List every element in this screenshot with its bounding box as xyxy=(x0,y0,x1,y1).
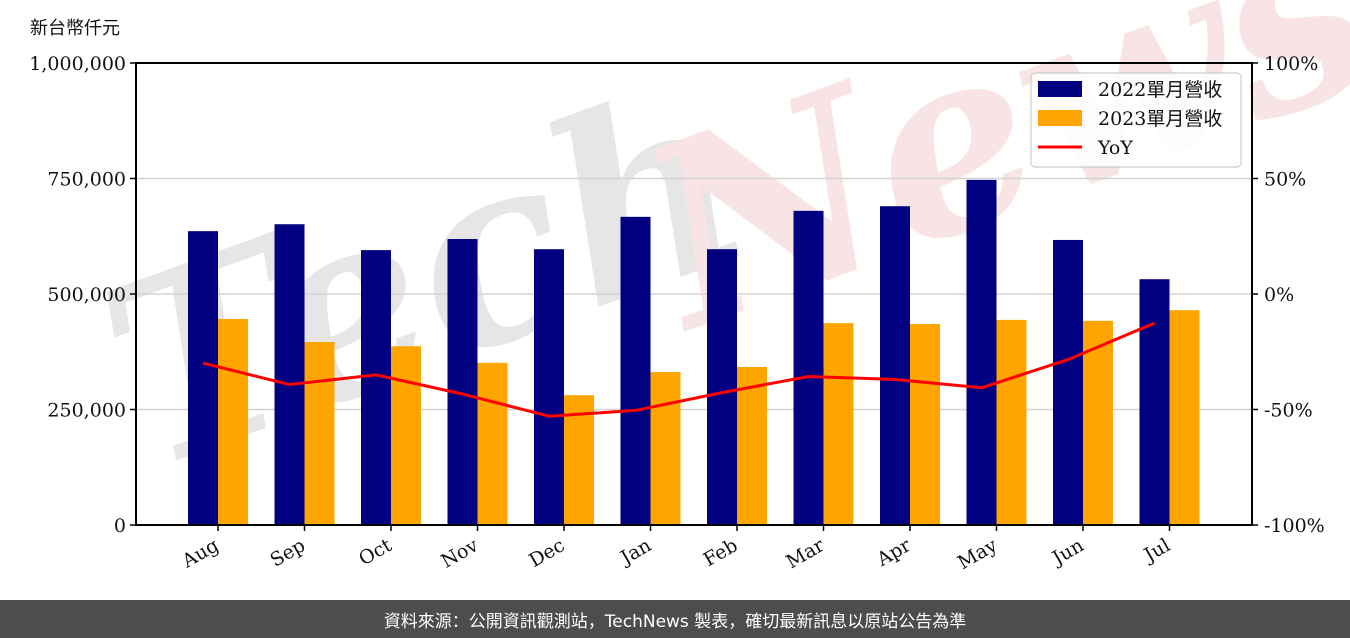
y-tick-label: 0 xyxy=(114,515,126,537)
bar-2023 xyxy=(650,372,681,525)
x-tick-label: Mar xyxy=(782,534,828,573)
x-tick-label: Nov xyxy=(437,534,482,573)
legend-box xyxy=(1030,72,1242,168)
bar-2023 xyxy=(1169,310,1200,525)
x-tick-label: Apr xyxy=(872,534,915,571)
legend-label: 2022單月營收 xyxy=(1098,79,1222,101)
bar-2023 xyxy=(910,324,940,525)
bar-2023 xyxy=(218,318,248,525)
y2-tick-label: 0% xyxy=(1264,284,1294,306)
bar-2023 xyxy=(304,342,335,525)
bar-2022 xyxy=(620,216,651,525)
bar-2022 xyxy=(966,179,997,526)
legend-swatch xyxy=(1038,81,1082,97)
bar-2022 xyxy=(447,239,478,525)
bar-2023 xyxy=(391,346,421,525)
y-tick-label: 750,000 xyxy=(47,169,126,191)
bar-2022 xyxy=(1053,239,1083,526)
bars xyxy=(188,179,1200,526)
x-tick-label: Dec xyxy=(525,534,568,572)
y2-tick-label: 100% xyxy=(1264,53,1318,75)
bar-2022 xyxy=(880,206,910,525)
bar-2022 xyxy=(361,250,391,526)
bar-2023 xyxy=(737,366,767,525)
footer-text: 資料來源：公開資訊觀測站，TechNews 製表，確切最新訊息以原站公告為準 xyxy=(383,611,967,632)
bar-2023 xyxy=(823,323,854,525)
legend-label: 2023單月營收 xyxy=(1098,108,1222,130)
legend: 2022單月營收 2023單月營收 YoY xyxy=(1030,72,1242,168)
legend-label: YoY xyxy=(1097,137,1133,159)
bar-2022 xyxy=(188,231,218,525)
chart: TechNews 0250,000500,000750,0001,000,000… xyxy=(29,0,1350,574)
x-tick-label: Oct xyxy=(355,534,396,570)
y-tick-label: 1,000,000 xyxy=(29,53,126,75)
y-axis-unit-label: 新台幣仟元 xyxy=(30,18,120,39)
x-tick-label: Sep xyxy=(266,534,309,571)
bar-2022 xyxy=(534,249,564,525)
yoy-polyline xyxy=(202,321,1156,418)
bar-2023 xyxy=(996,319,1027,525)
bar-2022 xyxy=(707,249,737,525)
yoy-line xyxy=(202,321,1156,418)
bar-2022 xyxy=(1139,279,1170,525)
bar-2022 xyxy=(793,210,824,525)
x-tick-label: Jun xyxy=(1047,534,1088,570)
x-tick-label: Jul xyxy=(1139,534,1174,567)
legend-swatch xyxy=(1038,110,1082,126)
x-tick-label: Feb xyxy=(700,534,742,571)
y2-tick-label: 50% xyxy=(1264,169,1306,191)
y2-tick-label: -100% xyxy=(1264,515,1325,537)
bar-2023 xyxy=(1083,320,1113,525)
bar-2023 xyxy=(564,395,594,525)
bar-2022 xyxy=(274,224,305,525)
x-tick-label: May xyxy=(954,534,1001,574)
source-footer: 資料來源：公開資訊觀測站，TechNews 製表，確切最新訊息以原站公告為準 xyxy=(0,600,1350,638)
y-tick-label: 250,000 xyxy=(47,400,126,422)
x-tick-label: Aug xyxy=(178,534,223,573)
y-tick-label: 500,000 xyxy=(47,284,126,306)
bar-2023 xyxy=(477,362,508,525)
x-tick-label: Jan xyxy=(615,534,655,570)
y2-tick-label: -50% xyxy=(1264,400,1313,422)
